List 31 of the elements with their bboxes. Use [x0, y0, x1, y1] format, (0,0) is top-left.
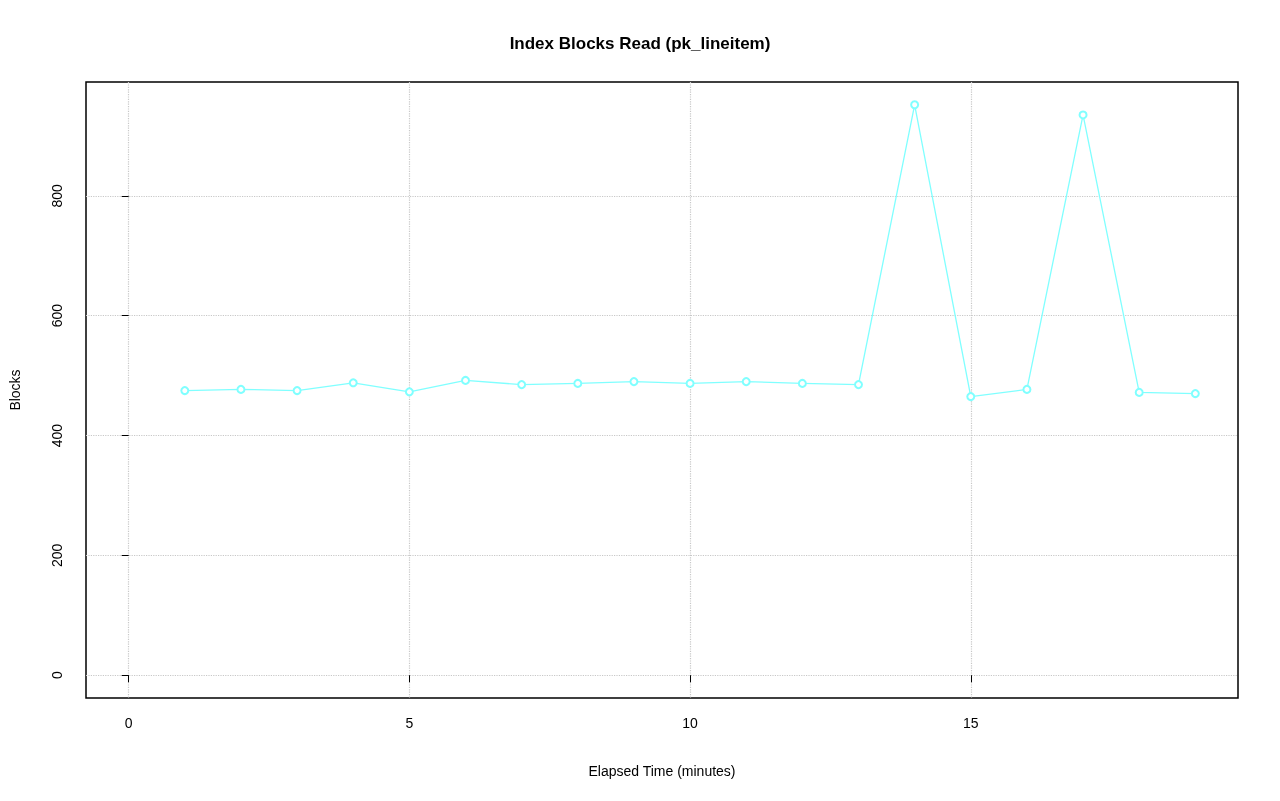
y-tick-label: 200 [49, 543, 65, 568]
point [797, 378, 807, 388]
point [236, 384, 246, 394]
y-tick-label: 0 [49, 671, 65, 680]
x-axis-title: Elapsed Time (minutes) [588, 763, 736, 779]
point [741, 377, 751, 387]
point [910, 100, 920, 110]
chart-title: Index Blocks Read (pk_lineitem) [509, 34, 771, 53]
point [348, 378, 358, 388]
point [629, 377, 639, 387]
point [1134, 387, 1144, 397]
x-tick-label: 10 [682, 715, 699, 731]
x-tick-label: 5 [405, 715, 414, 731]
point [404, 387, 414, 397]
point [966, 392, 976, 402]
point [573, 378, 583, 388]
y-tick-label: 800 [49, 183, 65, 208]
x-tick-label: 0 [124, 715, 133, 731]
point [1078, 110, 1088, 120]
point [854, 380, 863, 390]
point [1190, 389, 1200, 399]
y-tick-label: 400 [49, 423, 65, 448]
x-tick-label: 15 [962, 715, 979, 731]
point [1022, 384, 1032, 394]
point [517, 380, 527, 390]
point [461, 375, 471, 385]
point [292, 386, 302, 396]
point [180, 386, 190, 396]
y-tick-label: 600 [49, 303, 65, 328]
point [685, 378, 695, 388]
y-axis-title: Blocks [7, 369, 23, 411]
